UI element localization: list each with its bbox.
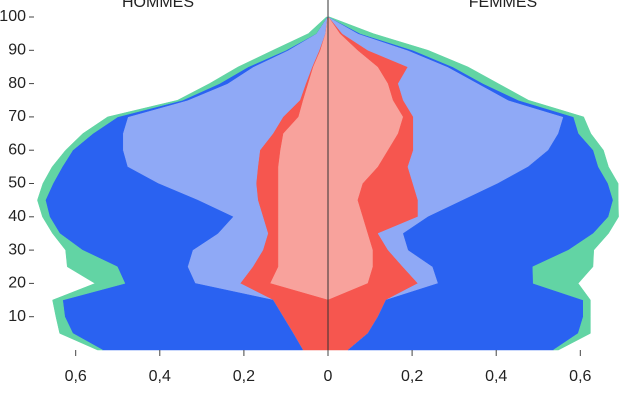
left-title: HOMMES xyxy=(122,0,194,11)
x-tick-label: 0,4 xyxy=(149,368,171,385)
y-tick-label: 50 xyxy=(8,175,26,192)
y-tick-label: 30 xyxy=(8,241,26,258)
y-tick-label: 10 xyxy=(8,308,26,325)
y-tick-label: 90 xyxy=(8,42,26,59)
y-tick-label: 40 xyxy=(8,208,26,225)
y-tick-label: 20 xyxy=(8,275,26,292)
area-segment xyxy=(37,16,328,351)
x-tick-label: 0,4 xyxy=(485,368,507,385)
right-title: FEMMES xyxy=(469,0,537,11)
area-segment xyxy=(328,16,619,351)
y-tick-label: 70 xyxy=(8,108,26,125)
y-tick-label: 100 xyxy=(0,8,26,25)
x-tick-label: 0,2 xyxy=(233,368,255,385)
x-tick-label: 0,2 xyxy=(401,368,423,385)
x-tick-label: 0,6 xyxy=(65,368,87,385)
y-tick-label: 60 xyxy=(8,141,26,158)
x-tick-label: 0,6 xyxy=(569,368,591,385)
y-tick-label: 80 xyxy=(8,75,26,92)
x-tick-label: 0 xyxy=(324,368,333,385)
